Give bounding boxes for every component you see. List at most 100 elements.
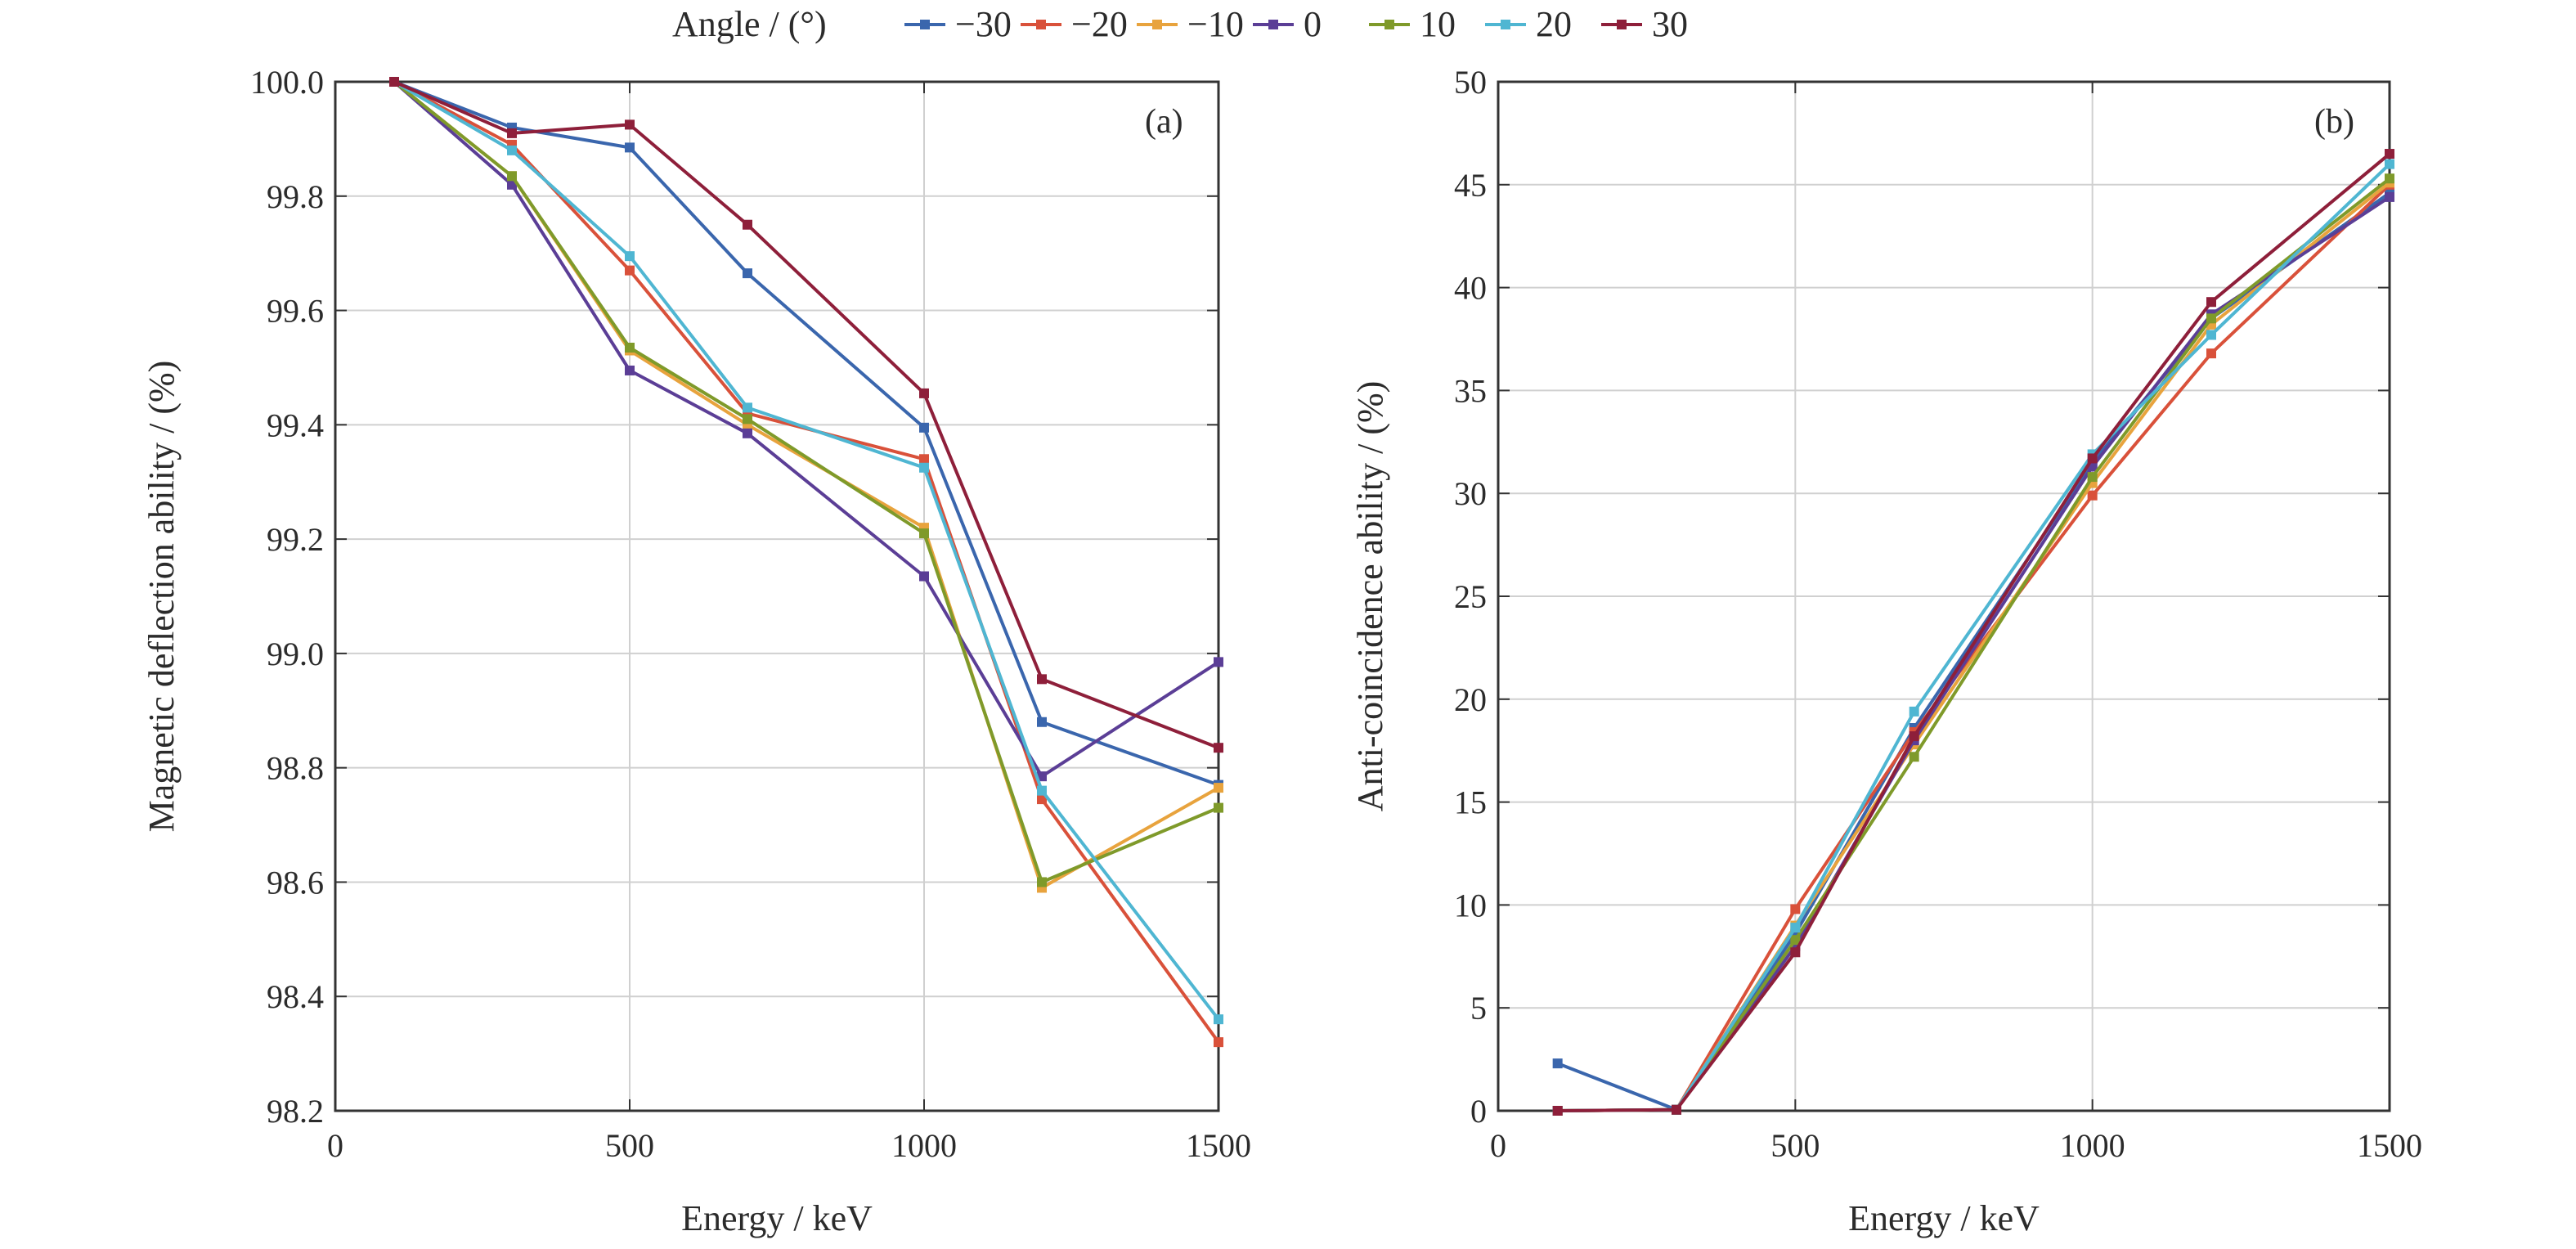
panel-a-xlabel: Energy / keV	[681, 1198, 873, 1238]
legend-label: 20	[1536, 4, 1572, 44]
panel-a-tag: (a)	[1145, 103, 1183, 141]
data-point	[1214, 1037, 1223, 1048]
y-tick-label: 45	[1454, 167, 1487, 204]
data-point	[2385, 191, 2394, 202]
x-tick-label: 0	[327, 1127, 343, 1164]
panel-b-grid	[1498, 82, 2390, 1111]
data-point	[1909, 731, 1919, 742]
panel-a: 98.2 98.4 98.6 98.8 99.0 99.2 99.4 99.6 99.8 100.…	[141, 64, 1251, 1238]
data-point	[1672, 1104, 1681, 1115]
legend-swatch-marker	[920, 20, 930, 29]
series-line	[393, 80, 1219, 890]
data-point	[919, 462, 929, 473]
panel-a-series	[389, 77, 1223, 1048]
x-tick-label: 500	[605, 1127, 654, 1164]
panel-b-series	[1552, 149, 2394, 1116]
data-point	[1909, 706, 1919, 717]
data-point	[1037, 717, 1047, 727]
panel-b-xlabel: Energy / keV	[1848, 1198, 2040, 1238]
data-point	[1037, 877, 1047, 887]
legend-swatch-marker	[1384, 20, 1394, 29]
y-tick-label: 35	[1454, 372, 1487, 409]
data-point	[919, 388, 929, 398]
data-point	[1214, 783, 1223, 793]
data-point	[389, 77, 399, 87]
y-tick-label: 99.8	[267, 178, 324, 215]
legend-item--10: −10	[1137, 4, 1244, 44]
y-tick-label: 30	[1454, 475, 1487, 512]
data-point	[2385, 173, 2394, 184]
data-point	[1214, 657, 1223, 667]
data-point	[2087, 490, 2098, 501]
data-point	[625, 251, 635, 262]
x-tick-label: 1000	[2060, 1127, 2125, 1164]
panel-a-frame	[334, 80, 1220, 1112]
y-tick-label: 99.6	[267, 293, 324, 330]
y-tick-label: 99.2	[267, 521, 324, 558]
x-tick-label: 1000	[891, 1127, 957, 1164]
legend-swatch-marker	[1617, 20, 1627, 29]
series--20	[389, 77, 1223, 1048]
y-tick-label: 98.2	[267, 1093, 324, 1130]
series-line	[393, 80, 1220, 1021]
data-point	[507, 145, 517, 155]
data-point	[1909, 752, 1919, 762]
series--10	[389, 77, 1223, 893]
legend-items: −30 −20 −10 0 10 20 30	[904, 4, 1688, 44]
y-tick-label: 98.8	[267, 750, 324, 787]
data-point	[2087, 453, 2098, 464]
series-line	[1557, 152, 2391, 1112]
legend-item-20: 20	[1485, 4, 1572, 44]
data-point	[1214, 802, 1223, 813]
series-0	[389, 77, 1223, 782]
data-point	[1790, 923, 1801, 933]
y-tick-label: 50	[1454, 64, 1487, 101]
panel-a-ylabel: Magnetic deflection ability / (%)	[141, 361, 182, 833]
data-point	[1790, 904, 1801, 914]
x-tick-label: 1500	[2357, 1127, 2422, 1164]
data-point	[2206, 297, 2216, 308]
legend-label: −30	[955, 4, 1012, 44]
legend-swatch-marker	[1268, 20, 1278, 29]
panel-a-ticks: 98.2 98.4 98.6 98.8 99.0 99.2 99.4 99.6 99.8 100.…	[250, 64, 1251, 1164]
data-point	[507, 171, 517, 182]
data-point	[919, 528, 929, 539]
data-point	[2206, 330, 2216, 340]
data-point	[1790, 947, 1801, 958]
y-tick-label: 100.0	[250, 64, 324, 101]
legend-label: 0	[1304, 4, 1322, 44]
y-tick-label: 40	[1454, 270, 1487, 307]
y-tick-label: 20	[1454, 681, 1487, 718]
data-point	[1037, 674, 1047, 685]
series-line	[393, 80, 1219, 750]
data-point	[919, 422, 929, 433]
legend-item-10: 10	[1369, 4, 1456, 44]
data-point	[743, 428, 752, 438]
panel-b-tag: (b)	[2314, 103, 2354, 141]
legend-swatch-marker	[1501, 20, 1510, 29]
data-point	[2385, 159, 2394, 169]
legend-item--30: −30	[904, 4, 1012, 44]
data-point	[1037, 794, 1047, 805]
data-point	[625, 365, 635, 375]
data-point	[1037, 785, 1047, 796]
data-point	[743, 402, 752, 413]
data-point	[625, 119, 635, 130]
data-point	[625, 142, 635, 153]
legend-item--20: −20	[1021, 4, 1128, 44]
data-point	[919, 571, 929, 582]
y-tick-label: 15	[1454, 784, 1487, 821]
data-point	[743, 268, 752, 279]
panel-b-ylabel: Anti-coincidence ability / (%)	[1350, 381, 1390, 812]
data-point	[2206, 348, 2216, 359]
x-tick-label: 0	[1490, 1127, 1506, 1164]
legend-swatch-marker	[1036, 20, 1046, 29]
data-point	[625, 342, 635, 353]
legend-swatch-marker	[1152, 20, 1162, 29]
data-point	[1790, 935, 1801, 946]
data-point	[1552, 1106, 1563, 1116]
y-tick-label: 5	[1470, 990, 1487, 1027]
legend-label: −10	[1187, 4, 1244, 44]
